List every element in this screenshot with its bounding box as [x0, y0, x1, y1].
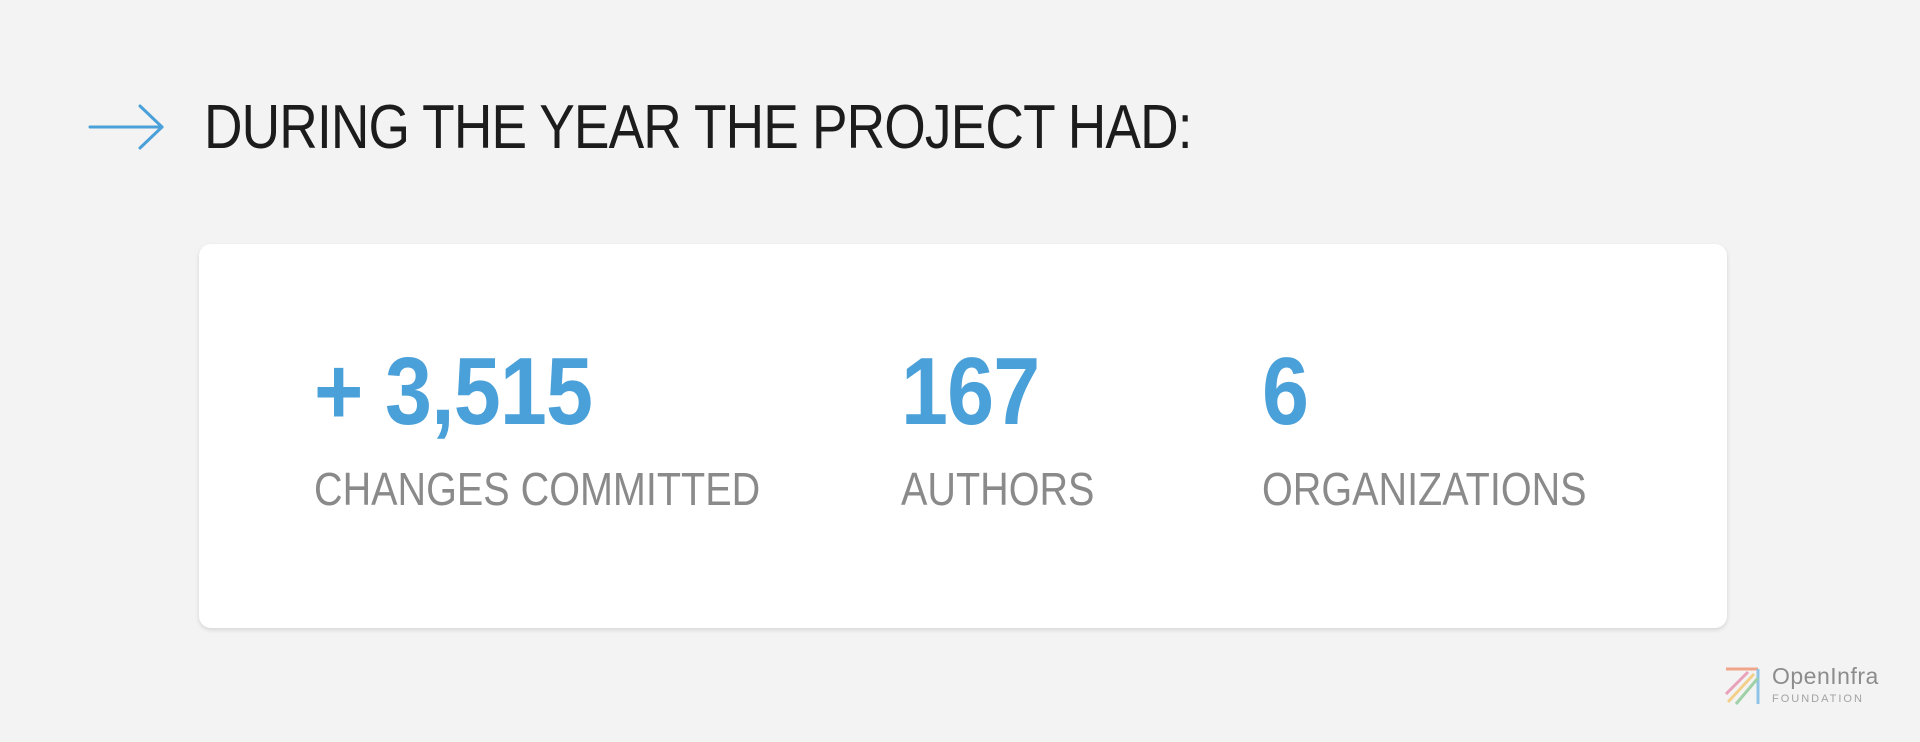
stat-organizations: 6 ORGANIZATIONS [1262, 338, 1639, 515]
openinfra-logo-icon [1724, 667, 1760, 705]
page-title: DURING THE YEAR THE PROJECT HAD: [204, 92, 1193, 162]
stat-label: AUTHORS [901, 463, 1095, 515]
stat-changes-committed: + 3,515 CHANGES COMMITTED [314, 338, 833, 515]
logo-name: OpenInfra [1772, 663, 1879, 689]
stat-value: 6 [1262, 338, 1309, 445]
stat-value: 167 [901, 338, 1040, 445]
stat-authors: 167 AUTHORS [901, 338, 1126, 515]
stats-card: + 3,515 CHANGES COMMITTED 167 AUTHORS 6 … [199, 244, 1727, 628]
logo-text: OpenInfra FOUNDATION [1772, 665, 1879, 705]
stat-label: CHANGES COMMITTED [314, 463, 761, 515]
logo-subtitle: FOUNDATION [1772, 693, 1864, 705]
header: DURING THE YEAR THE PROJECT HAD: [88, 92, 1353, 162]
arrow-right-icon [88, 104, 164, 150]
openinfra-logo: OpenInfra FOUNDATION [1724, 664, 1879, 706]
stat-label: ORGANIZATIONS [1262, 463, 1587, 515]
stat-value: + 3,515 [314, 338, 593, 445]
